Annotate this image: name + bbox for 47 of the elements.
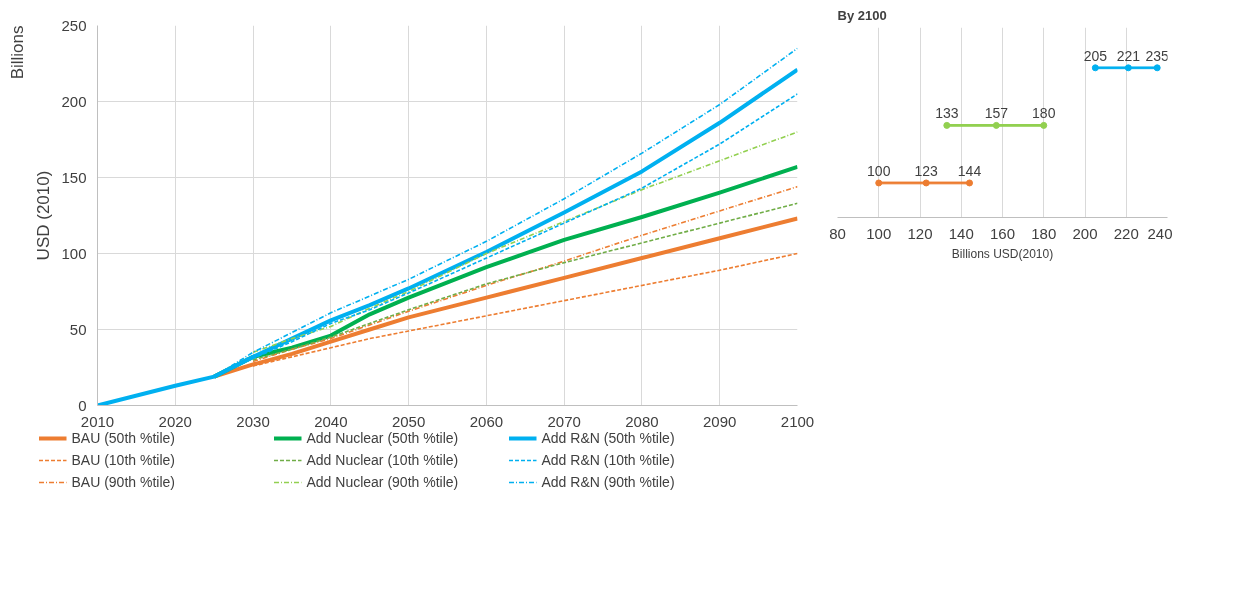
x-tick-label: 200 [1072, 224, 1098, 242]
x-tick-label: 100 [866, 224, 892, 242]
y-tick-label: 250 [61, 16, 87, 34]
x-axis-title: Billions USD(2010) [951, 246, 1054, 261]
x-tick-label: 2030 [236, 412, 270, 430]
x-tick-label: 2060 [469, 412, 504, 430]
x-tick-label: 80 [829, 224, 846, 242]
data-label: 133 [935, 105, 959, 122]
legend-label: Add R&N (90th %tile) [541, 474, 676, 490]
y-tick-label: 200 [61, 92, 87, 110]
chart-title: By 2100 [837, 7, 887, 23]
x-tick-label: 140 [948, 224, 974, 242]
x-tick-label: 240 [1147, 224, 1173, 242]
x-tick-label: 2100 [780, 412, 815, 430]
y-tick-label: 150 [61, 168, 87, 186]
x-tick-label: 2020 [158, 412, 192, 430]
x-tick-label: 220 [1113, 224, 1139, 242]
x-tick-label: 120 [907, 224, 933, 242]
data-label: 100 [867, 162, 891, 179]
x-tick-label: 2040 [314, 412, 348, 430]
data-label: 221 [1116, 47, 1141, 64]
legend-label: BAU (10th %tile) [71, 452, 176, 468]
x-tick-label: 160 [989, 224, 1016, 242]
legend-label: BAU (90th %tile) [71, 474, 176, 490]
y-tick-label: 100 [61, 244, 87, 262]
legend-label: Add Nuclear (50th %tile) [306, 430, 460, 446]
data-label: 123 [914, 162, 939, 179]
y-axis-title: USD (2010) [34, 170, 54, 261]
legend-label: BAU (50th %tile) [71, 430, 176, 446]
x-tick-label: 2090 [703, 412, 737, 430]
data-label: 235 [1145, 47, 1170, 64]
legend-label: Add Nuclear (90th %tile) [306, 474, 460, 490]
x-tick-label: 2080 [625, 412, 659, 430]
data-label: 144 [957, 162, 982, 179]
x-tick-label: 180 [1031, 224, 1057, 242]
y-tick-label: 50 [69, 320, 87, 338]
data-label: 157 [984, 105, 1009, 122]
x-tick-label: 2070 [547, 412, 581, 430]
data-label: 180 [1032, 105, 1056, 122]
legend-label: Add R&N (10th %tile) [541, 452, 676, 468]
y-tick-label: 0 [78, 396, 87, 414]
legend-label: Add R&N (50th %tile) [541, 430, 676, 446]
x-tick-label: 2050 [391, 412, 426, 430]
x-tick-label: 2010 [80, 412, 115, 430]
legend-label: Add Nuclear (10th %tile) [306, 452, 460, 468]
text: Billions [7, 25, 27, 80]
data-label: 205 [1083, 47, 1108, 64]
